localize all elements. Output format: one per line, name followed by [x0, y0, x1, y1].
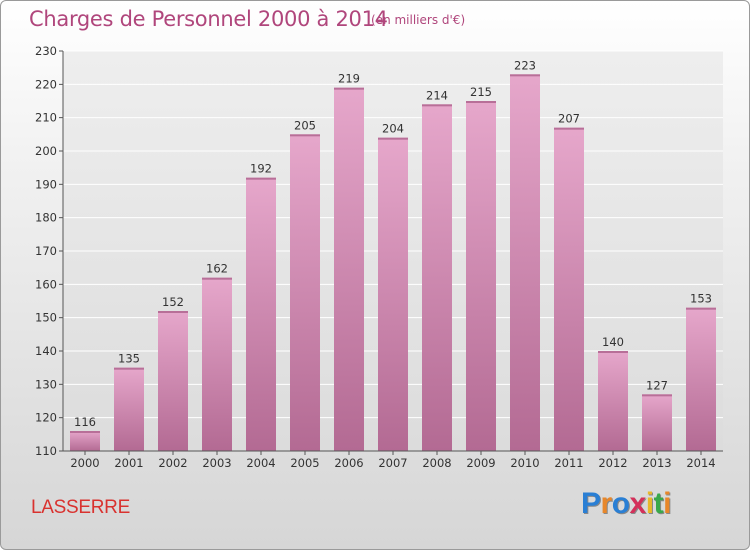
- bar: [554, 127, 584, 452]
- bar-top-edge: [554, 127, 584, 130]
- bar-top-edge: [378, 137, 408, 140]
- bar-top-edge: [290, 134, 320, 137]
- bar: [158, 311, 188, 451]
- data-label: 204: [382, 122, 404, 136]
- bar-top-edge: [246, 177, 276, 180]
- proxiti-logo: Proxiti: [581, 487, 671, 521]
- data-label: 162: [206, 262, 228, 276]
- data-label: 127: [646, 378, 668, 392]
- x-tick-label: 2000: [70, 456, 99, 470]
- data-label: 214: [426, 88, 448, 102]
- x-tick-label: 2001: [114, 456, 143, 470]
- data-label: 215: [470, 85, 492, 99]
- data-label: 205: [294, 118, 316, 132]
- y-tick-label: 110: [35, 444, 57, 458]
- bar: [246, 177, 276, 451]
- y-tick-label: 230: [35, 44, 57, 58]
- logo-letter: o: [611, 487, 630, 520]
- bar-top-edge: [202, 277, 232, 280]
- data-label: 153: [690, 292, 712, 306]
- data-label: 207: [558, 112, 580, 126]
- y-tick-label: 150: [35, 311, 57, 325]
- data-label: 223: [514, 58, 536, 72]
- bar-top-edge: [598, 351, 628, 353]
- bar-top-edge: [158, 311, 188, 313]
- bar-top-edge: [642, 394, 672, 397]
- y-tick-label: 210: [35, 111, 57, 125]
- bar: [466, 101, 496, 451]
- bar: [334, 87, 364, 452]
- bar: [114, 367, 144, 451]
- data-label: 219: [338, 72, 360, 86]
- axes: 110 120 130 140 150 160 170 180 190 200 210 220 230 2…: [35, 44, 723, 470]
- x-tick-label: 2008: [422, 456, 451, 470]
- bar: [422, 104, 452, 451]
- y-tick-label: 120: [35, 411, 57, 425]
- data-label: 116: [74, 415, 96, 429]
- bar: [642, 394, 672, 451]
- bar: [686, 307, 716, 451]
- y-tick-label: 130: [35, 377, 57, 391]
- bar-top-edge: [510, 74, 540, 77]
- y-tick-label: 180: [35, 211, 57, 225]
- logo-letter: r: [600, 487, 613, 520]
- bar: [598, 351, 628, 451]
- bar-top-edge: [114, 367, 144, 370]
- town-name: LASSERRE: [31, 497, 130, 518]
- bar: [510, 74, 540, 451]
- x-tick-label: 2004: [246, 456, 275, 470]
- x-tick-label: 2014: [686, 456, 715, 470]
- bars: [70, 74, 716, 452]
- x-tick-label: 2006: [334, 456, 363, 470]
- data-label: 152: [162, 295, 184, 309]
- y-tick-label: 140: [35, 344, 57, 358]
- x-tick-label: 2013: [642, 456, 671, 470]
- y-tick-label: 170: [35, 244, 57, 258]
- y-tick-label: 160: [35, 277, 57, 291]
- data-label: 192: [250, 162, 272, 176]
- x-tick-label: 2010: [510, 456, 539, 470]
- bar-top-edge: [422, 104, 452, 107]
- x-tick-label: 2009: [466, 456, 495, 470]
- bar: [70, 431, 100, 451]
- logo-letter: i: [663, 487, 671, 520]
- x-tick-label: 2007: [378, 456, 407, 470]
- bar-top-edge: [466, 101, 496, 103]
- logo-letter: i: [645, 487, 654, 520]
- x-tick-label: 2012: [598, 456, 627, 470]
- bar: [202, 277, 232, 451]
- x-tick-label: 2003: [202, 456, 231, 470]
- bar-top-edge: [686, 307, 716, 310]
- y-tick-label: 200: [35, 144, 57, 158]
- y-tick-label: 220: [35, 77, 57, 91]
- data-label: 140: [602, 335, 624, 349]
- y-tick-label: 190: [35, 177, 57, 191]
- x-tick-label: 2005: [290, 456, 319, 470]
- x-tick-label: 2002: [158, 456, 187, 470]
- chart-title: Charges de Personnel 2000 à 2014: [29, 7, 388, 31]
- data-label: 135: [118, 352, 140, 366]
- data-labels: 116 135 152 162 192 205 219 204 214 215 223 207 140 1…: [74, 58, 712, 429]
- logo-letter: x: [629, 487, 647, 520]
- logo-letter: P: [581, 487, 601, 520]
- bar: [378, 137, 408, 451]
- bar-top-edge: [70, 431, 100, 433]
- bar: [290, 134, 320, 452]
- x-tick-label: 2011: [554, 456, 583, 470]
- logo-letter: t: [653, 487, 664, 520]
- chart-subtitle: (en milliers d'€): [371, 13, 466, 27]
- bar-top-edge: [334, 87, 364, 90]
